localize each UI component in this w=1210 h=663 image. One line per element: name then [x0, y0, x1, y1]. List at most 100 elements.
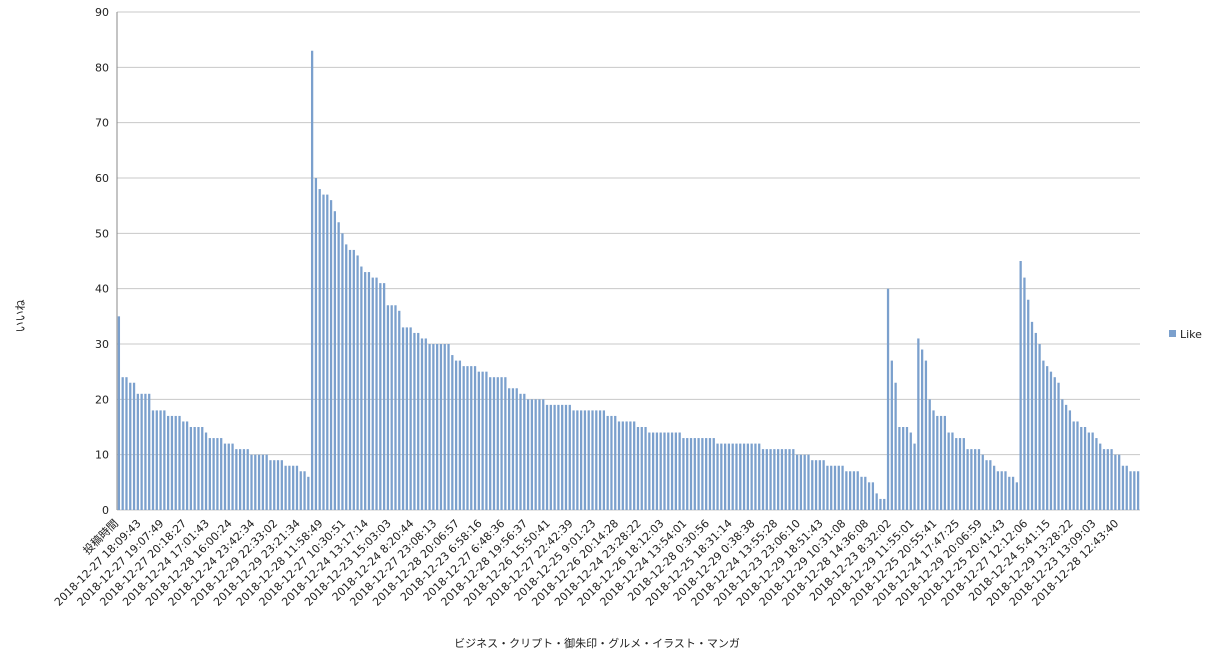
bar	[580, 410, 583, 510]
bar	[1114, 454, 1117, 510]
bar	[390, 305, 393, 510]
bar	[886, 288, 890, 510]
bar	[871, 482, 875, 510]
bar	[811, 460, 814, 510]
bar	[595, 410, 598, 510]
bar	[826, 465, 829, 510]
bar	[875, 493, 878, 510]
bar	[992, 465, 996, 510]
bar	[902, 427, 905, 510]
bar	[1030, 321, 1034, 510]
bar	[1019, 261, 1022, 510]
bar	[443, 344, 446, 510]
bar	[288, 465, 291, 510]
bar	[598, 410, 602, 510]
bar	[985, 460, 988, 510]
bar	[617, 421, 621, 510]
bar	[318, 189, 321, 511]
bar	[163, 410, 166, 510]
bar	[398, 310, 401, 510]
bar	[587, 410, 590, 510]
bar	[640, 427, 643, 510]
bar	[477, 371, 480, 510]
bar	[758, 443, 761, 510]
bar	[204, 432, 208, 510]
bar	[1087, 432, 1090, 510]
bar	[606, 415, 609, 510]
bar	[526, 399, 530, 510]
bar	[1068, 410, 1072, 510]
bar	[242, 449, 246, 510]
bar	[1080, 427, 1083, 510]
bar	[966, 449, 969, 510]
bar	[625, 421, 628, 510]
bar	[549, 404, 552, 510]
bar	[310, 50, 314, 510]
bar	[352, 249, 355, 510]
bar	[382, 283, 386, 510]
bar	[1027, 299, 1030, 510]
bar	[867, 482, 871, 510]
bar	[375, 277, 378, 510]
bar	[697, 438, 700, 510]
bar	[909, 432, 912, 510]
bar	[651, 432, 655, 510]
bar	[182, 421, 185, 510]
bar	[667, 432, 670, 510]
bar	[561, 404, 564, 510]
bar	[239, 449, 242, 510]
bar	[220, 438, 223, 510]
bar	[689, 438, 693, 510]
bar	[1042, 360, 1045, 510]
bar	[1004, 471, 1007, 510]
bar	[773, 449, 776, 510]
bar	[250, 454, 253, 510]
x-axis-title: ビジネス・クリプト・御朱印・グルメ・イラスト・マンガ	[454, 636, 740, 650]
bar	[1125, 465, 1128, 510]
bar	[231, 443, 234, 510]
bar	[644, 427, 647, 510]
bar	[1061, 399, 1064, 510]
bar	[936, 415, 939, 510]
bar	[682, 438, 685, 510]
bar	[648, 432, 651, 510]
bar	[852, 471, 856, 510]
bar	[265, 454, 268, 510]
bar	[924, 360, 928, 510]
bar	[508, 388, 511, 510]
bar	[341, 233, 344, 511]
bar	[807, 454, 810, 510]
bar	[428, 344, 431, 510]
bar	[784, 449, 787, 510]
bar	[1102, 449, 1106, 510]
bar	[974, 449, 977, 510]
bar	[235, 449, 238, 510]
y-tick-label: 20	[95, 393, 109, 406]
bar	[530, 399, 534, 510]
bar	[750, 443, 753, 510]
bar	[360, 266, 363, 510]
bar	[1072, 421, 1075, 510]
bar	[197, 427, 200, 510]
bar	[849, 471, 852, 510]
bar	[273, 460, 276, 510]
bar	[420, 338, 424, 510]
bar	[913, 443, 916, 510]
bar	[553, 404, 556, 510]
bar	[742, 443, 746, 510]
bar	[201, 427, 204, 510]
bar	[322, 194, 325, 510]
bar	[519, 393, 522, 510]
bar	[921, 349, 924, 510]
bar	[1110, 449, 1113, 510]
bar	[345, 244, 348, 510]
bar	[830, 465, 833, 510]
bar	[534, 399, 537, 510]
bar	[841, 465, 844, 510]
bar	[356, 255, 359, 510]
bar	[436, 344, 439, 510]
bar	[1129, 471, 1132, 510]
bar	[333, 211, 336, 510]
bar	[424, 338, 427, 510]
bar	[481, 371, 484, 510]
